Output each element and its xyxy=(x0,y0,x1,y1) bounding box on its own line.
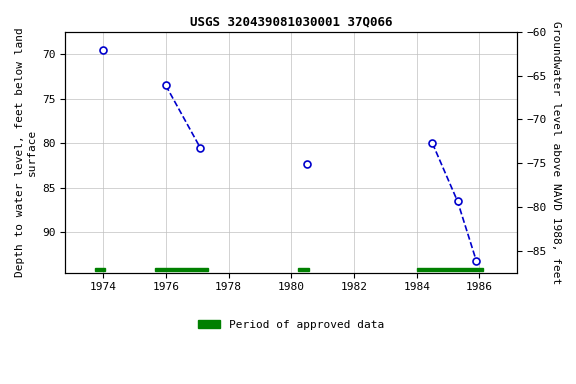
Bar xyxy=(417,268,483,271)
Bar xyxy=(95,268,105,271)
Bar xyxy=(155,268,208,271)
Y-axis label: Groundwater level above NAVD 1988, feet: Groundwater level above NAVD 1988, feet xyxy=(551,21,561,284)
Y-axis label: Depth to water level, feet below land
surface: Depth to water level, feet below land su… xyxy=(15,27,37,277)
Legend: Period of approved data: Period of approved data xyxy=(194,316,389,334)
Title: USGS 320439081030001 37Q066: USGS 320439081030001 37Q066 xyxy=(190,15,392,28)
Bar xyxy=(298,268,309,271)
